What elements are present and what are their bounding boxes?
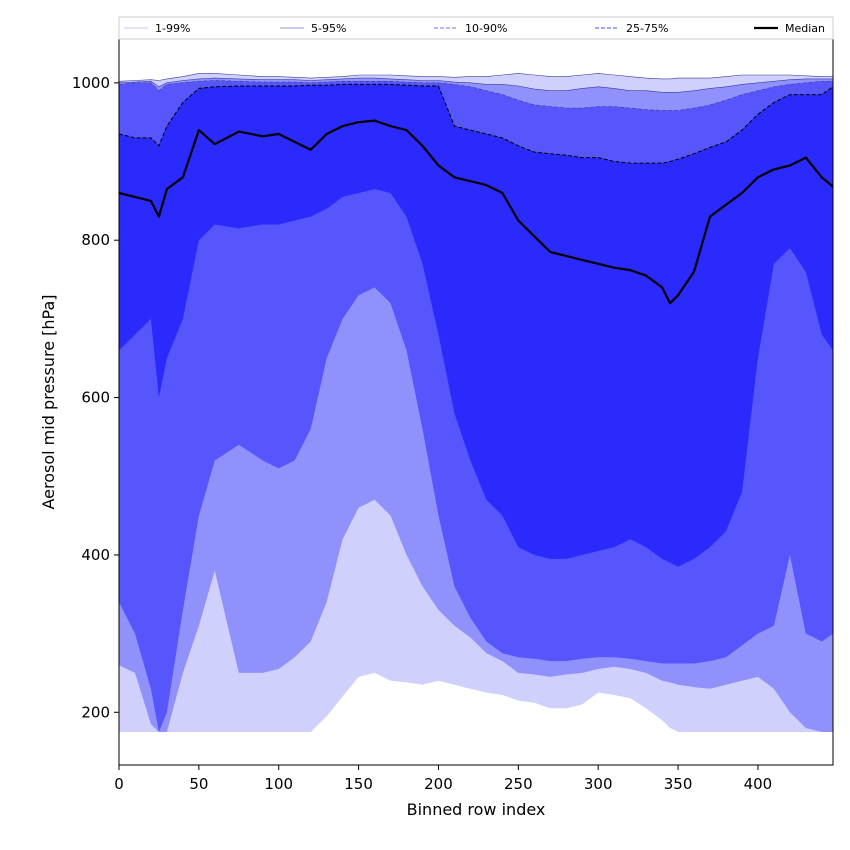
percentile-bands — [119, 73, 833, 733]
y-tick-label: 1000 — [72, 74, 110, 92]
x-tick-label: 50 — [189, 775, 208, 793]
x-axis: 0 50 100 150 200 250 300 350 400 — [114, 765, 772, 793]
legend-label: 10-90% — [465, 22, 507, 35]
x-tick-label: 300 — [584, 775, 613, 793]
x-tick-label: 250 — [504, 775, 533, 793]
y-tick-label: 600 — [81, 389, 110, 407]
band-25-75pct — [119, 84, 833, 567]
band-upper-edge-10-90pct — [119, 80, 833, 111]
x-tick-label: 350 — [664, 775, 693, 793]
x-tick-label: 0 — [114, 775, 124, 793]
y-tick-label: 400 — [81, 546, 110, 564]
x-tick-label: 100 — [264, 775, 293, 793]
band-upper-edge-25-75pct — [119, 83, 833, 164]
x-tick-label: 150 — [344, 775, 373, 793]
median-line — [119, 119, 833, 305]
y-axis: 200 400 600 800 1000 — [72, 74, 119, 721]
x-tick-label: 200 — [424, 775, 453, 793]
x-tick-label: 400 — [744, 775, 773, 793]
band-upper-edge-5-95pct — [119, 77, 833, 93]
legend-label: 1-99% — [155, 22, 190, 35]
band-upper-edge-1-99pct — [119, 73, 833, 82]
legend: 1-99% 5-95% 10-90% 25-75% Median — [118, 16, 834, 40]
legend-box — [118, 16, 834, 40]
y-axis-label: Aerosol mid pressure [hPa] — [39, 294, 58, 509]
x-axis-label: Binned row index — [407, 800, 546, 819]
legend-label: Median — [785, 22, 825, 35]
legend-label: 25-75% — [626, 22, 668, 35]
y-tick-label: 800 — [81, 231, 110, 249]
legend-label: 5-95% — [311, 22, 346, 35]
median-series — [119, 119, 833, 305]
y-tick-label: 200 — [81, 703, 110, 721]
